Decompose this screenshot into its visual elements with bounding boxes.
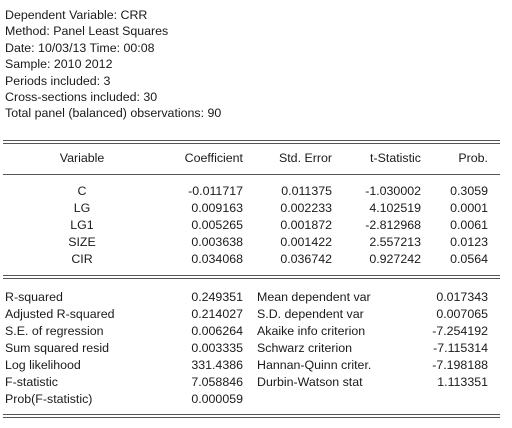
stat-row: Prob(F-statistic) 0.000059 <box>0 391 512 408</box>
table-row: LG 0.009163 0.002233 4.102519 0.0001 <box>0 200 512 217</box>
date-time: Date: 10/03/13 Time: 00:08 <box>5 40 155 55</box>
stat-row: S.E. of regression 0.006264 Akaike info … <box>0 323 512 340</box>
variable-name: LG <box>73 201 91 215</box>
stat-value: 0.017343 <box>436 290 488 304</box>
header-t-statistic: t-Statistic <box>370 151 421 165</box>
divider <box>3 275 500 276</box>
stat-label: S.E. of regression <box>5 324 104 338</box>
stat-label: R-squared <box>5 290 63 304</box>
std-error-value: 0.011375 <box>281 184 332 198</box>
table-row: C -0.011717 0.011375 -1.030002 0.3059 <box>0 183 512 200</box>
prob-value: 0.0564 <box>450 252 488 266</box>
stat-value: 0.007065 <box>436 307 488 321</box>
stat-label: Adjusted R-squared <box>5 307 115 321</box>
t-statistic-value: 2.557213 <box>369 235 421 249</box>
variable-name: LG1 <box>70 218 94 232</box>
stat-label: Sum squared resid <box>5 341 109 355</box>
stat-value: -7.198188 <box>432 358 488 372</box>
t-statistic-value: 0.927242 <box>369 252 421 266</box>
divider <box>3 140 500 141</box>
stat-label: Schwarz criterion <box>257 341 353 355</box>
prob-value: 0.0061 <box>450 218 488 232</box>
table-row: CIR 0.034068 0.036742 0.927242 0.0564 <box>0 251 512 268</box>
divider <box>3 417 500 418</box>
header-std-error: Std. Error <box>278 151 332 165</box>
stat-value: -7.115314 <box>433 341 488 355</box>
stat-label: Mean dependent var <box>257 290 371 304</box>
stat-label: Durbin-Watson stat <box>257 375 363 389</box>
coefficient-value: 0.034068 <box>191 252 243 266</box>
t-statistic-value: -1.030002 <box>365 184 421 198</box>
std-error-value: 0.001872 <box>280 218 332 232</box>
coefficient-value: 0.003638 <box>191 235 243 249</box>
variable-name: C <box>77 184 87 198</box>
divider <box>3 143 500 144</box>
stat-label: S.D. dependent var <box>257 307 364 321</box>
stat-value: 331.4386 <box>191 358 243 372</box>
coefficient-value: 0.005265 <box>191 218 243 232</box>
std-error-value: 0.001422 <box>280 235 332 249</box>
stat-label: Hannan-Quinn criter. <box>257 358 372 372</box>
prob-value: 0.0001 <box>450 201 488 215</box>
coefficient-value: 0.009163 <box>191 201 243 215</box>
variable-name: CIR <box>71 252 93 266</box>
stat-value: 0.003335 <box>191 341 243 355</box>
prob-value: 0.3059 <box>450 184 488 198</box>
table-row: SIZE 0.003638 0.001422 2.557213 0.0123 <box>0 234 512 251</box>
cross-sections-included: Cross-sections included: 30 <box>5 89 158 104</box>
t-statistic-value: 4.102519 <box>369 201 421 215</box>
estimation-header: Dependent Variable: CRR Method: Panel Le… <box>5 7 221 122</box>
header-prob: Prob. <box>458 151 488 165</box>
stat-label: Prob(F-statistic) <box>5 392 93 406</box>
dependent-variable: Dependent Variable: CRR <box>5 8 148 22</box>
divider <box>3 414 500 415</box>
stat-row: Sum squared resid 0.003335 Schwarz crite… <box>0 340 512 357</box>
t-statistic-value: -2.812968 <box>365 218 421 232</box>
header-coefficient: Coefficient <box>184 151 243 165</box>
variable-name: SIZE <box>68 235 96 249</box>
stat-label: Akaike info criterion <box>257 324 366 338</box>
std-error-value: 0.002233 <box>280 201 332 215</box>
prob-value: 0.0123 <box>450 235 488 249</box>
stat-label: Log likelihood <box>5 358 81 372</box>
table-row: LG1 0.005265 0.001872 -2.812968 0.0061 <box>0 217 512 234</box>
stat-label: F-statistic <box>5 375 59 389</box>
stat-row: F-statistic 7.058846 Durbin-Watson stat … <box>0 374 512 391</box>
coefficient-value: -0.011717 <box>188 184 243 198</box>
std-error-value: 0.036742 <box>280 252 332 266</box>
stat-value: 0.214027 <box>191 307 243 321</box>
divider <box>3 174 500 175</box>
estimation-method: Method: Panel Least Squares <box>5 24 169 39</box>
header-variable: Variable <box>59 151 105 165</box>
divider <box>3 278 500 279</box>
stat-row: R-squared 0.249351 Mean dependent var 0.… <box>0 289 512 306</box>
stat-value: 7.058846 <box>191 375 243 389</box>
stat-row: Adjusted R-squared 0.214027 S.D. depende… <box>0 306 512 323</box>
stat-value: -7.254192 <box>432 324 488 338</box>
sample-range: Sample: 2010 2012 <box>5 57 113 72</box>
periods-included: Periods included: 3 <box>5 73 111 88</box>
stat-value: 1.113351 <box>437 375 488 389</box>
column-headers: Variable Coefficient Std. Error t-Statis… <box>0 150 512 167</box>
stat-value: 0.000059 <box>191 392 243 406</box>
stat-row: Log likelihood 331.4386 Hannan-Quinn cri… <box>0 357 512 374</box>
stat-value: 0.249351 <box>191 290 243 304</box>
stat-value: 0.006264 <box>191 324 243 338</box>
observations-count: Total panel (balanced) observations: 90 <box>5 106 222 121</box>
